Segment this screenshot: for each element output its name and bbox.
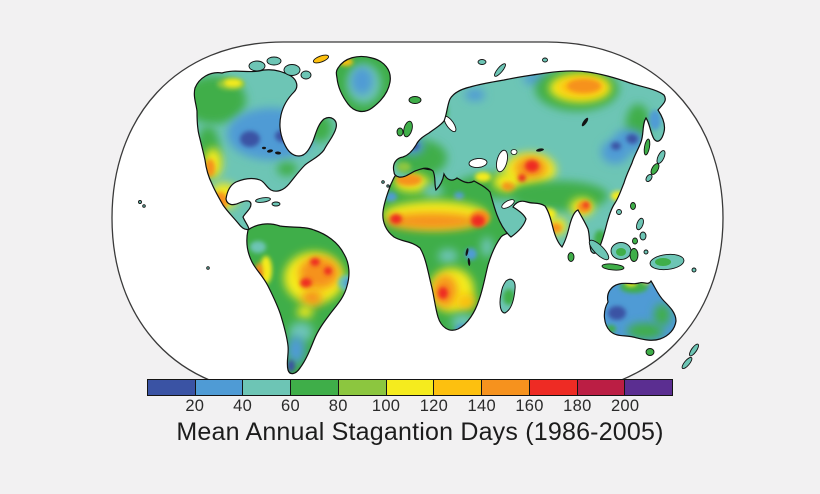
hawaii-2 xyxy=(142,204,146,208)
arctic-island-1 xyxy=(248,60,266,72)
colorbar-tick-label: 180 xyxy=(563,397,592,415)
new-zealand-south xyxy=(681,356,693,370)
colorbar-tick-label: 100 xyxy=(371,397,401,415)
new-zealand-north xyxy=(689,343,699,357)
black-sea xyxy=(468,157,488,169)
madagascar xyxy=(499,278,516,314)
colorbar-tick-label: 140 xyxy=(467,397,496,415)
sakhalin xyxy=(643,138,651,156)
svalbard xyxy=(477,59,487,65)
great-lakes xyxy=(262,146,281,155)
japan-south xyxy=(645,173,653,183)
colorbar-tick-label: 40 xyxy=(233,397,253,415)
java xyxy=(601,263,625,271)
solomon-islands xyxy=(691,267,697,273)
colorbar-cell xyxy=(242,380,291,395)
philippines-luzon xyxy=(636,217,644,231)
tasmania xyxy=(645,348,655,356)
japan-main xyxy=(650,163,660,175)
africa xyxy=(382,167,522,331)
arctic-island-3 xyxy=(300,70,312,80)
caspian-sea xyxy=(496,149,508,173)
cuba xyxy=(255,197,271,203)
madeira xyxy=(386,184,390,188)
palawan xyxy=(632,237,638,245)
galapagos xyxy=(206,266,210,270)
south-america xyxy=(246,223,350,375)
map-title: Mean Annual Stagantion Days (1986-2005) xyxy=(176,418,664,446)
colorbar-tick-label: 120 xyxy=(419,397,449,415)
sumatra xyxy=(588,239,610,261)
colorbar-cell xyxy=(385,380,434,395)
hispaniola xyxy=(271,201,281,207)
moluccas xyxy=(643,249,649,255)
taiwan xyxy=(630,202,636,210)
rift-lakes xyxy=(465,248,471,266)
colorbar-tick-label: 160 xyxy=(515,397,544,415)
island-accents xyxy=(616,248,671,266)
islands xyxy=(138,54,699,370)
hainan xyxy=(616,209,622,215)
colorbar-cell xyxy=(624,380,673,395)
arctic-island-2 xyxy=(266,56,282,66)
australia xyxy=(603,280,677,341)
colorbar-tick-label: 80 xyxy=(328,397,348,415)
colorbar-cell xyxy=(481,380,529,395)
colorbar-tick-label: 20 xyxy=(185,397,205,415)
colorbar-tick-label: 200 xyxy=(610,397,640,415)
canary-islands xyxy=(381,180,385,184)
ireland xyxy=(396,127,404,137)
colorbar-tick-label: 60 xyxy=(280,397,300,415)
colorbar xyxy=(147,379,673,396)
sulawesi xyxy=(629,248,639,262)
novaya-zemlya xyxy=(494,63,506,77)
severnaya-zemlya xyxy=(542,57,548,63)
colorbar-cell xyxy=(290,380,338,395)
sri-lanka xyxy=(567,252,575,262)
colorbar-cell xyxy=(148,380,195,395)
colorbar-cell xyxy=(433,380,482,395)
eurasia xyxy=(392,70,666,254)
colorbar-ticks: 20 40 60 80 100 120 140 160 180 200 xyxy=(147,397,673,419)
baffin-island xyxy=(283,64,301,76)
hawaii xyxy=(138,200,142,204)
persian-gulf xyxy=(501,199,515,209)
great-britain xyxy=(403,120,413,138)
aral-sea xyxy=(510,149,518,155)
colorbar-cell xyxy=(576,380,625,395)
iceland xyxy=(408,96,422,104)
colorbar-cell xyxy=(194,380,243,395)
inland-lakes xyxy=(536,117,589,152)
colorbar-cell xyxy=(337,380,386,395)
ellesmere-island xyxy=(312,54,330,64)
philippines-mindanao xyxy=(639,231,647,241)
colorbar-cell xyxy=(528,380,577,395)
